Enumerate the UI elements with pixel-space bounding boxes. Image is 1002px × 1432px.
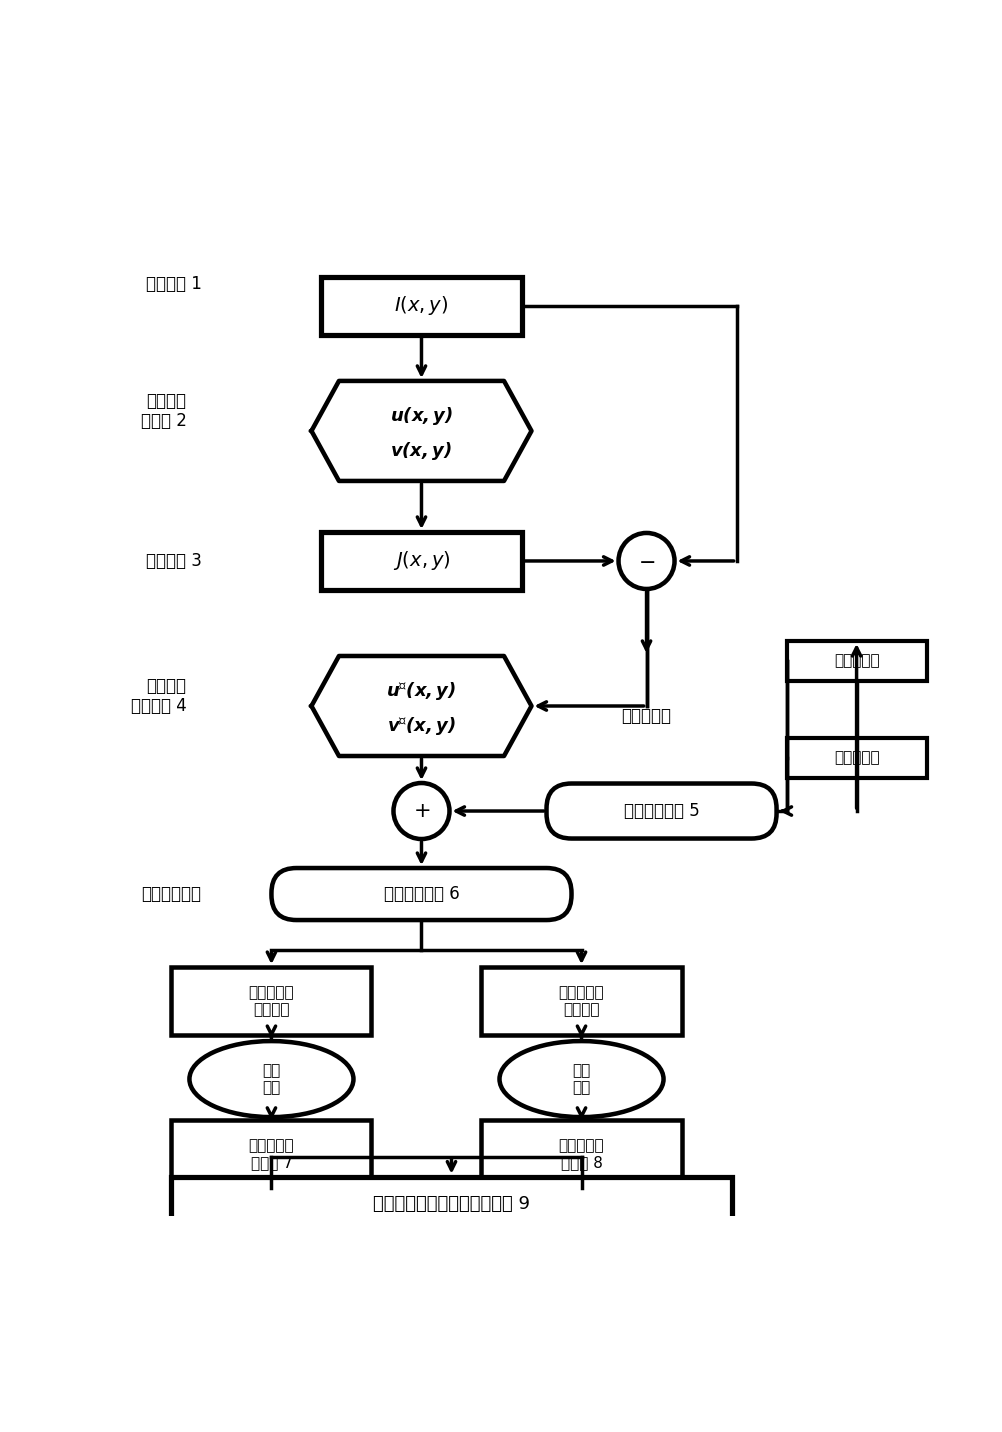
Text: 光学畸变
场计算值 4: 光学畸变 场计算值 4 bbox=[130, 676, 186, 716]
FancyBboxPatch shape bbox=[546, 783, 776, 839]
Text: 水平网格线: 水平网格线 bbox=[833, 653, 879, 669]
Polygon shape bbox=[312, 381, 531, 481]
Ellipse shape bbox=[499, 1041, 663, 1117]
Bar bbox=[481, 967, 681, 1035]
Ellipse shape bbox=[189, 1041, 353, 1117]
Bar bbox=[481, 1120, 681, 1189]
Text: 虚拟正交网格 5: 虚拟正交网格 5 bbox=[623, 802, 698, 821]
Bar bbox=[171, 1120, 371, 1189]
Text: $\bfit{v}'(x,y)$: $\bfit{v}'(x,y)$ bbox=[387, 715, 456, 737]
Text: 变形后的水
平网格线: 变形后的水 平网格线 bbox=[248, 985, 294, 1017]
FancyBboxPatch shape bbox=[272, 868, 571, 919]
Text: 垂直网格线: 垂直网格线 bbox=[833, 750, 879, 766]
Circle shape bbox=[393, 783, 449, 839]
Polygon shape bbox=[312, 656, 531, 756]
Bar bbox=[171, 1177, 730, 1232]
Text: 虚拟变形网格 6: 虚拟变形网格 6 bbox=[383, 885, 459, 904]
Bar bbox=[171, 967, 371, 1035]
Text: 斜率
检测: 斜率 检测 bbox=[263, 1063, 281, 1095]
Bar bbox=[786, 737, 926, 778]
Text: 斜率
检测: 斜率 检测 bbox=[572, 1063, 590, 1095]
Text: 垂直方向光
学畸变 8: 垂直方向光 学畸变 8 bbox=[558, 1138, 604, 1170]
Text: 光学流动法: 光学流动法 bbox=[621, 707, 671, 725]
Text: $\bfit{u}'(x,y)$: $\bfit{u}'(x,y)$ bbox=[386, 680, 456, 702]
Text: 光学畸变
场真值 2: 光学畸变 场真值 2 bbox=[140, 391, 186, 431]
Bar bbox=[321, 276, 521, 335]
Text: $\it{J}(x,y)$: $\it{J}(x,y)$ bbox=[393, 550, 450, 573]
Text: $\bfit{u}(x,y)$: $\bfit{u}(x,y)$ bbox=[390, 405, 453, 427]
Circle shape bbox=[618, 533, 674, 589]
Text: 全视区光学畸变概率密度分布 9: 全视区光学畸变概率密度分布 9 bbox=[373, 1196, 529, 1213]
Text: 变形后的垂
直网格线: 变形后的垂 直网格线 bbox=[558, 985, 604, 1017]
Bar bbox=[786, 642, 926, 682]
Text: $\bfit{v}(x,y)$: $\bfit{v}(x,y)$ bbox=[390, 440, 452, 463]
Text: 水平方向光
学畸变 7: 水平方向光 学畸变 7 bbox=[248, 1138, 294, 1170]
Text: $+$: $+$ bbox=[413, 800, 430, 821]
Text: 虚拟变形技术: 虚拟变形技术 bbox=[141, 885, 201, 904]
Text: 基准图像 1: 基准图像 1 bbox=[145, 275, 201, 294]
Text: 畸变图像 3: 畸变图像 3 bbox=[145, 551, 201, 570]
Text: $-$: $-$ bbox=[637, 551, 654, 571]
Text: $\it{I}(x,y)$: $\it{I}(x,y)$ bbox=[394, 295, 448, 318]
Bar bbox=[321, 531, 521, 590]
